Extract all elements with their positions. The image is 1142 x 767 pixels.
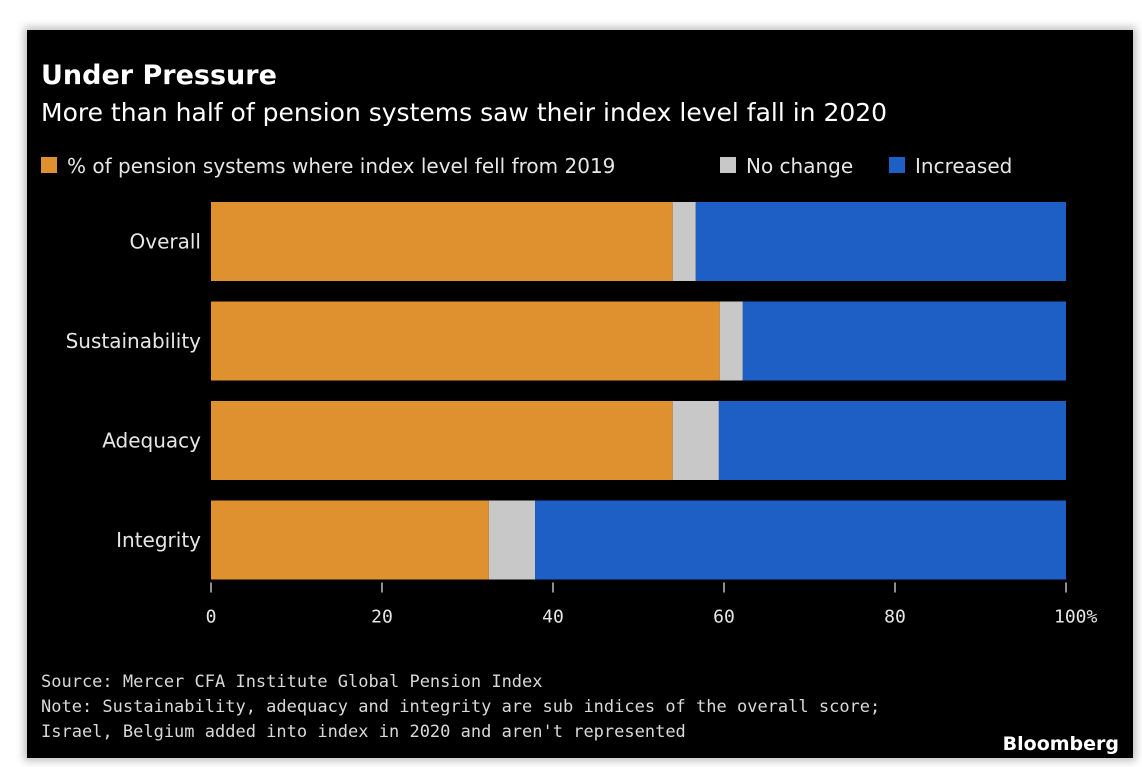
legend-label-increased: Increased [915, 154, 1012, 178]
bars-group [211, 202, 1066, 580]
x-tick-label: 100% [1054, 607, 1098, 628]
bar-overall-series-0 [211, 202, 673, 281]
bar-integrity-series-2 [535, 500, 1066, 580]
bloomberg-logo: Bloomberg [1003, 733, 1119, 755]
category-label-adequacy: Adequacy [102, 429, 201, 453]
category-label-overall: Overall [130, 230, 201, 254]
bar-sustainability-series-2 [742, 301, 1066, 381]
bar-overall-series-1 [672, 202, 696, 281]
legend: % of pension systems where index level f… [41, 154, 1012, 178]
bar-overall-series-2 [695, 202, 1066, 281]
bar-integrity-series-1 [488, 500, 536, 580]
bar-integrity-series-0 [211, 500, 489, 580]
legend-swatch-increased [889, 157, 905, 173]
legend-swatch-no-change [720, 157, 736, 173]
legend-label-fell: % of pension systems where index level f… [67, 154, 615, 178]
source-note: Source: Mercer CFA Institute Global Pens… [41, 672, 543, 692]
x-tick-label: 60 [713, 607, 735, 628]
x-tick-label: 20 [371, 607, 393, 628]
bar-adequacy-series-0 [211, 401, 673, 480]
chart: Under Pressure More than half of pension… [41, 60, 1119, 755]
category-labels: Overall Sustainability Adequacy Integrity [66, 230, 202, 553]
chart-frame: Under Pressure More than half of pension… [27, 30, 1133, 758]
x-tick-label: 0 [206, 607, 217, 628]
note-line-2: Israel, Belgium added into index in 2020… [41, 722, 686, 742]
x-tick-label: 80 [884, 607, 906, 628]
chart-title: Under Pressure [41, 60, 277, 91]
category-label-sustainability: Sustainability [66, 329, 202, 353]
legend-swatch-fell [41, 157, 57, 173]
bar-sustainability-series-1 [719, 301, 743, 381]
bar-adequacy-series-2 [718, 401, 1066, 480]
bar-adequacy-series-1 [672, 401, 719, 480]
chart-subtitle: More than half of pension systems saw th… [41, 98, 887, 127]
x-axis: 0 20 40 60 80 100% [206, 582, 1098, 628]
bar-sustainability-series-0 [211, 301, 720, 381]
category-label-integrity: Integrity [116, 528, 201, 552]
x-tick-label: 40 [542, 607, 564, 628]
note-line-1: Note: Sustainability, adequacy and integ… [41, 697, 880, 717]
legend-label-no-change: No change [746, 154, 853, 178]
